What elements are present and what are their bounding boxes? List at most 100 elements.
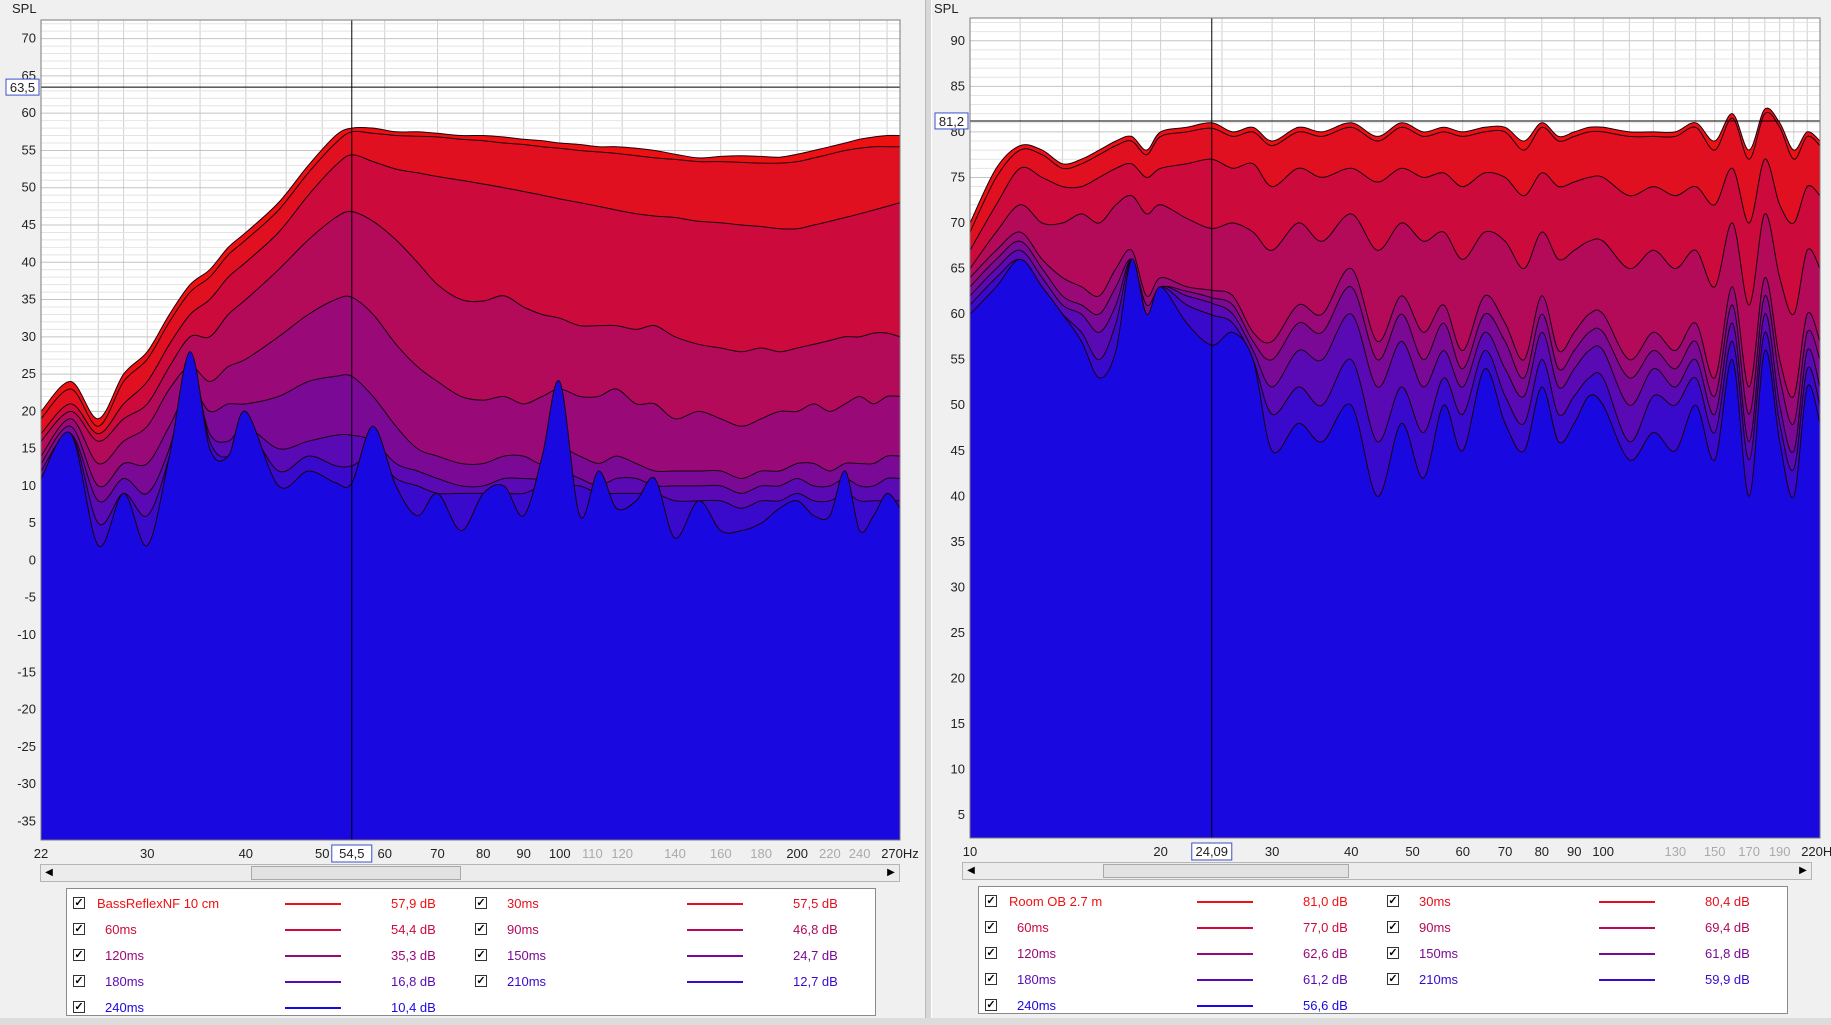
x-tick-label: 130 [1664,844,1686,859]
legend-checkbox[interactable]: ✓ [73,975,85,987]
legend-entry[interactable]: ✓ 60ms 77,0 dB [985,915,1380,941]
legend-checkbox[interactable]: ✓ [1387,973,1399,985]
left-waterfall-chart[interactable]: SPL7065605550454035302520151050-5-10-15-… [0,0,925,870]
legend-checkbox[interactable]: ✓ [73,949,85,961]
legend-checkbox[interactable]: ✓ [475,923,487,935]
legend-checkbox[interactable]: ✓ [475,897,487,909]
legend-entry[interactable]: ✓ BassReflexNF 10 cm 57,9 dB [73,891,468,917]
x-tick-label: 30 [1265,844,1279,859]
legend-swatch-line [285,955,341,957]
y-tick-label: 45 [951,443,965,458]
legend-entry[interactable]: ✓ 240ms 10,4 dB [73,995,468,1021]
x-tick-label: 30 [140,846,154,861]
legend-label: 90ms [1419,920,1451,935]
y-tick-label: 35 [951,534,965,549]
legend-value: 80,4 dB [1705,894,1750,909]
y-tick-label: 50 [951,397,965,412]
scroll-right-arrow-icon[interactable]: ▶ [1799,865,1807,876]
legend-checkbox[interactable]: ✓ [73,1001,85,1013]
x-tick-label: 60 [377,846,391,861]
cursor-x-readout-box[interactable] [1191,842,1233,861]
legend-entry[interactable]: ✓ 30ms 80,4 dB [1387,889,1782,915]
right-waterfall-chart[interactable]: SPL 90 85 80 75 70 65 60 55 50 45 40 35 30 25 20 15 10 5 81… [930,0,1831,870]
y-tick-label: -30 [17,776,36,791]
legend-label: 120ms [105,948,145,963]
panel-divider[interactable] [925,0,932,1025]
legend-entry[interactable]: ✓ 90ms 69,4 dB [1387,915,1782,941]
legend-entry[interactable]: ✓ 240ms 56,6 dB [985,993,1380,1019]
legend-label: 240ms [1017,998,1057,1013]
legend-checkbox[interactable]: ✓ [1387,921,1399,933]
legend-value: 69,4 dB [1705,920,1750,935]
legend-entry[interactable]: ✓ 150ms 61,8 dB [1387,941,1782,967]
y-tick-label: 15 [951,716,965,731]
legend-checkbox[interactable]: ✓ [985,895,997,907]
legend-entry[interactable]: ✓ 210ms 12,7 dB [475,969,870,995]
legend-value: 10,4 dB [391,1000,436,1015]
legend-checkbox[interactable]: ✓ [73,923,85,935]
legend-swatch-line [1599,953,1655,955]
legend-entry[interactable]: ✓ 180ms 61,2 dB [985,967,1380,993]
cursor-y-readout-box[interactable] [5,78,40,96]
y-tick-label: 70 [22,31,36,46]
series-outline-7 [41,373,900,503]
legend-value: 12,7 dB [793,974,838,989]
legend-value: 16,8 dB [391,974,436,989]
plot-frame [40,19,901,841]
y-tick-label: -15 [17,664,36,679]
scroll-left-arrow-icon[interactable]: ◀ [45,867,53,878]
legend-checkbox[interactable]: ✓ [475,975,487,987]
y-tick-label: 60 [951,306,965,321]
legend-checkbox[interactable]: ✓ [73,897,85,909]
legend-checkbox[interactable]: ✓ [985,973,997,985]
legend-value: 59,9 dB [1705,972,1750,987]
x-tick-label: 90 [516,846,530,861]
legend-entry[interactable]: ✓ 210ms 59,9 dB [1387,967,1782,993]
x-tick-label: 160 [710,846,732,861]
legend-checkbox[interactable]: ✓ [985,947,997,959]
legend-checkbox[interactable]: ✓ [985,921,997,933]
series-outline-3 [41,154,900,435]
right-scroll-thumb[interactable] [1103,864,1349,878]
legend-checkbox[interactable]: ✓ [1387,895,1399,907]
legend-entry[interactable]: ✓ 30ms 57,5 dB [475,891,870,917]
legend-swatch-line [687,981,743,983]
left-horizontal-scrollbar[interactable]: ◀ ▶ [40,864,900,882]
legend-checkbox[interactable]: ✓ [1387,947,1399,959]
x-tick-label: 100 [549,846,571,861]
legend-entry[interactable]: ✓ 180ms 16,8 dB [73,969,468,995]
right-horizontal-scrollbar[interactable]: ◀ ▶ [962,862,1812,880]
legend-value: 24,7 dB [793,948,838,963]
legend-checkbox[interactable]: ✓ [985,999,997,1011]
legend-entry[interactable]: ✓ 90ms 46,8 dB [475,917,870,943]
legend-checkbox[interactable]: ✓ [475,949,487,961]
legend-label: 150ms [1419,946,1459,961]
series-outline-9 [970,258,1820,499]
legend-entry[interactable]: ✓ 120ms 62,6 dB [985,941,1380,967]
y-tick-label: 15 [22,441,36,456]
x-tick-label: 150 [1704,844,1726,859]
series-outline-9 [41,351,900,547]
left-scroll-thumb[interactable] [251,866,461,880]
y-tick-label: 45 [22,217,36,232]
legend-swatch-line [1599,979,1655,981]
legend-entry[interactable]: ✓ Room OB 2.7 m 81,0 dB [985,889,1380,915]
y-tick-label: 40 [951,488,965,503]
scroll-right-arrow-icon[interactable]: ▶ [887,867,895,878]
legend-label: Room OB 2.7 m [1009,894,1103,909]
x-tick-label: 270Hz [881,846,919,861]
series-area-9 [970,258,1820,838]
legend-entry[interactable]: ✓ 150ms 24,7 dB [475,943,870,969]
x-tick-label: 90 [1567,844,1581,859]
x-tick-label: 120 [611,846,633,861]
cursor-x-readout-box[interactable] [331,844,373,863]
series-outline-1 [970,107,1820,224]
legend-entry[interactable]: ✓ 120ms 35,3 dB [73,943,468,969]
cursor-y-readout-box[interactable] [934,112,969,130]
legend-entry[interactable]: ✓ 60ms 54,4 dB [73,917,468,943]
cursor-x-readout: 24,09 [1195,844,1228,859]
legend-label: 30ms [1419,894,1451,909]
x-tick-label: 20 [1153,844,1167,859]
scroll-left-arrow-icon[interactable]: ◀ [967,865,975,876]
series-outline-1 [41,126,900,420]
